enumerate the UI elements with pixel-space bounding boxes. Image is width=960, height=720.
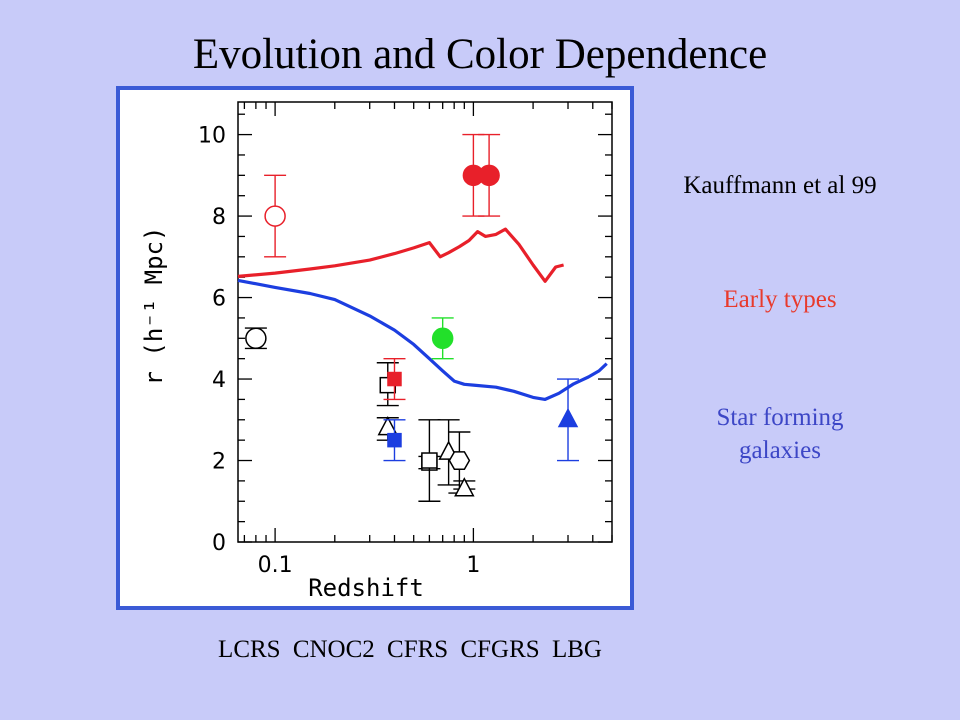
marker — [421, 452, 438, 469]
data-point-triangle-filled — [557, 378, 580, 462]
x-axis-label: Redshift — [308, 574, 424, 602]
y-axis-label: r (h⁻¹ Mpc) — [140, 227, 168, 386]
star-forming-line-2: galaxies — [739, 436, 821, 464]
x-tick-label-1: 1 — [466, 553, 480, 578]
red-model-curve — [237, 227, 564, 283]
survey-cfrs: CFRS — [387, 636, 449, 663]
y-tick-label-10: 10 — [198, 124, 226, 149]
survey-list: LCRS CNOC2 CFRS CFGRS LBG — [120, 636, 700, 664]
marker — [431, 327, 454, 350]
early-types-annotation: Early types — [723, 286, 837, 313]
survey-lbg: LBG — [551, 636, 602, 663]
data-point-square-filled — [383, 419, 406, 462]
x-tick-label-0.1: 0.1 — [258, 553, 293, 578]
data-point-circle-filled — [431, 317, 454, 360]
y-tick-label-4: 4 — [212, 368, 226, 393]
data-point-square-open — [418, 419, 441, 502]
marker — [478, 164, 500, 187]
chart-frame: 0.1 1 0 2 4 6 8 10 Redshift r (h⁻¹ Mpc) — [116, 86, 634, 610]
data-point-circle-filled — [478, 133, 501, 217]
y-tick-label-6: 6 — [212, 287, 226, 312]
blue-model-curve — [237, 278, 608, 401]
marker — [454, 477, 475, 497]
marker — [264, 205, 286, 227]
plot-frame — [237, 101, 613, 543]
survey-cfgrs: CFGRS — [460, 636, 540, 663]
y-tick-label-2: 2 — [212, 450, 226, 475]
clustering-chart: 0.1 1 0 2 4 6 8 10 Redshift r (h⁻¹ Mpc) — [140, 101, 613, 602]
marker — [245, 327, 267, 350]
star-forming-line-1: Star forming — [716, 404, 844, 431]
star-forming-annotation: Star forming galaxies — [650, 402, 910, 467]
y-tick-label-0: 0 — [212, 531, 226, 556]
marker — [387, 371, 402, 387]
data-point-square-filled — [383, 357, 406, 401]
y-tick-label-8: 8 — [212, 205, 226, 230]
data-point-triangle-open — [453, 477, 476, 497]
survey-lcrs: LCRS — [218, 636, 281, 663]
survey-cnoc2: CNOC2 — [292, 636, 375, 663]
page-title: Evolution and Color Dependence — [192, 31, 768, 78]
model-annotation: Kauffmann et al 99 — [683, 172, 877, 199]
marker — [557, 407, 579, 428]
data-point-circle-open — [264, 174, 287, 258]
data-point-circle-open — [244, 327, 267, 350]
marker — [448, 451, 471, 470]
marker — [387, 432, 402, 448]
